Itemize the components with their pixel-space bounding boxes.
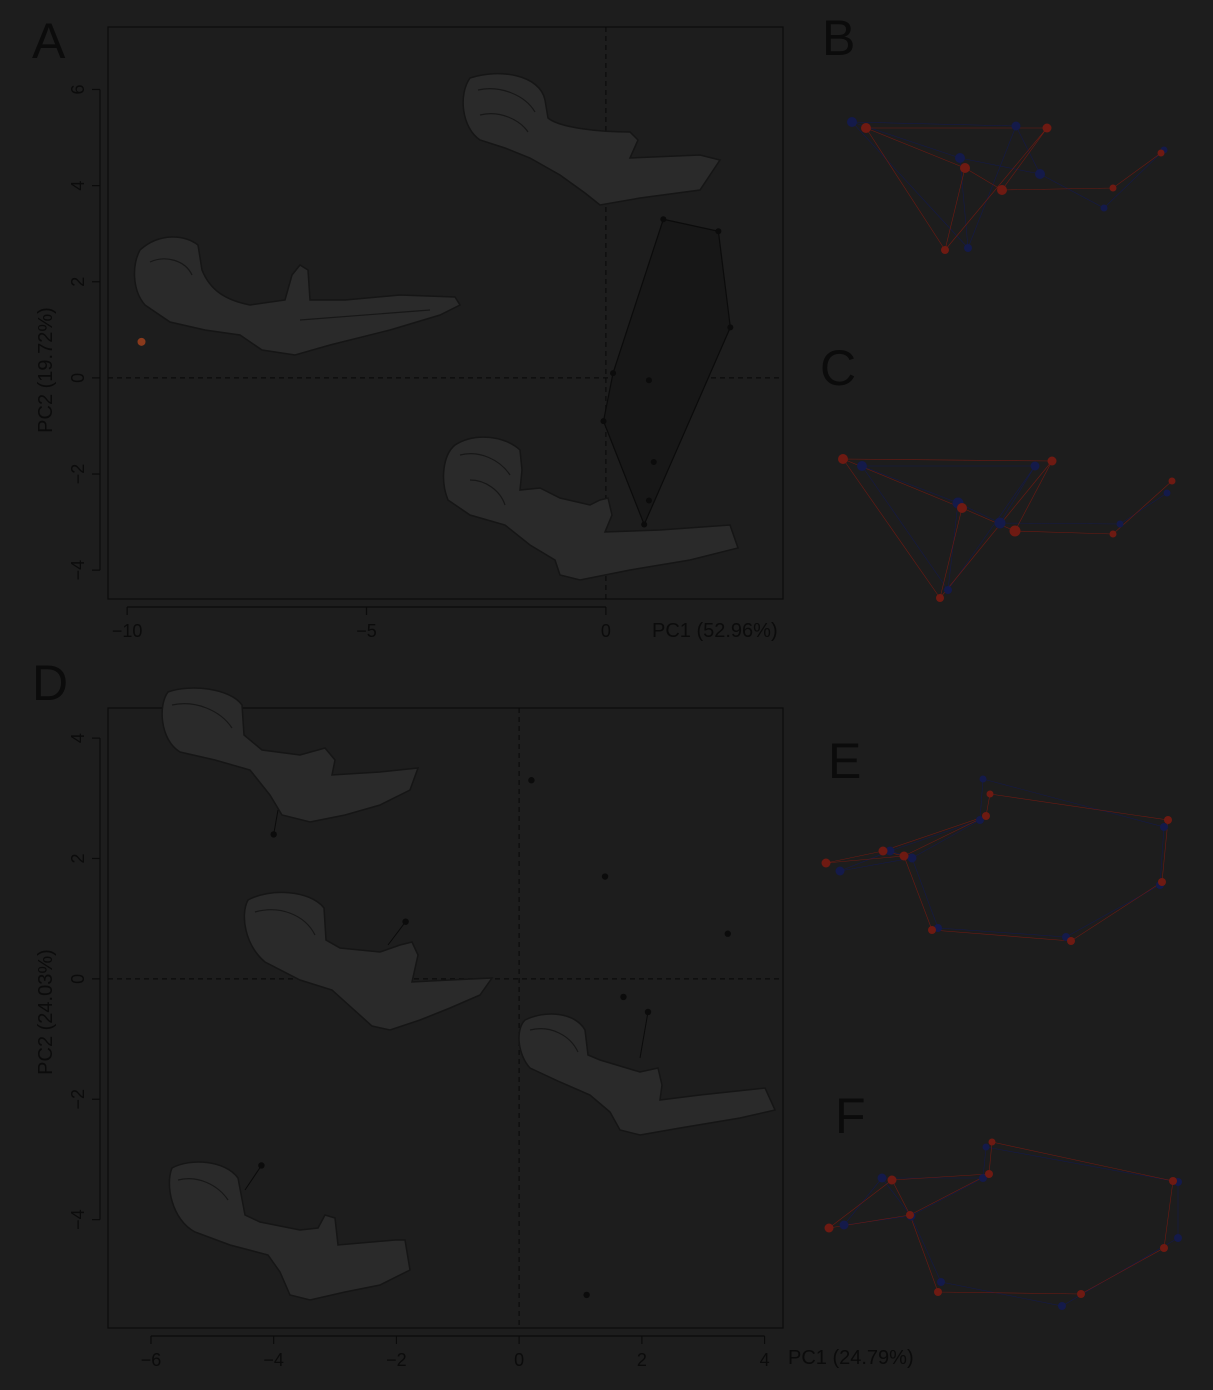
panel-letter-c: C — [820, 340, 856, 396]
y-tick-label: 6 — [68, 84, 88, 94]
y-tick-label: 4 — [68, 733, 88, 743]
landmark-wireframe-c — [838, 454, 1176, 602]
x-tick-label: −6 — [141, 1350, 162, 1370]
leader-line — [244, 1165, 262, 1191]
y-tick-label: 2 — [68, 853, 88, 863]
leader-line — [639, 1011, 649, 1059]
mandible-shape-d1 — [161, 687, 420, 823]
panel-e: E — [821, 733, 1172, 945]
panel-letter-d: D — [32, 655, 68, 711]
data-point — [270, 831, 277, 838]
panel-letter-b: B — [822, 10, 855, 66]
panel-c: C — [820, 340, 1176, 602]
panel-letter-f: F — [835, 1088, 866, 1144]
x-tick-label: −10 — [112, 621, 143, 641]
y-tick-label: 2 — [68, 277, 88, 287]
x-tick-label: 0 — [601, 621, 611, 641]
x-axis-label-a: PC1 (52.96%) — [652, 620, 778, 642]
data-point — [258, 1162, 265, 1169]
x-tick-label: −5 — [356, 621, 377, 641]
data-point — [727, 324, 734, 331]
x-axis-ticks-d: −6 −4 −2 0 2 4 — [141, 1335, 770, 1370]
data-point — [645, 377, 652, 384]
x-tick-label: 4 — [760, 1350, 770, 1370]
scatter-points-d — [258, 777, 731, 1299]
panel-letter-a: A — [32, 13, 66, 69]
mandible-shape-bottom — [442, 436, 739, 581]
landmark-wireframe-f — [824, 1138, 1182, 1310]
panel-letter-e: E — [828, 733, 861, 789]
panel-a: A −10 −5 0 6 4 2 0 −2 −4 PC1 (52.96%) PC2 (19.7… — [32, 13, 784, 642]
landmark-wireframe-b — [847, 117, 1168, 254]
y-tick-label: 0 — [68, 373, 88, 383]
plot-frame-d — [107, 707, 784, 1329]
mandible-shape-d2 — [243, 891, 494, 1031]
y-tick-label: −2 — [68, 464, 88, 485]
data-point — [724, 930, 731, 937]
plot-frame-a — [107, 26, 784, 600]
data-point — [610, 370, 617, 377]
data-point — [528, 777, 535, 784]
y-axis-ticks-d: 4 2 0 −2 −4 — [68, 733, 101, 1230]
y-tick-label: 4 — [68, 181, 88, 191]
x-tick-label: 2 — [637, 1350, 647, 1370]
data-point — [715, 228, 722, 235]
x-axis-label-d: PC1 (24.79%) — [788, 1347, 914, 1369]
landmark-wireframe-e — [821, 775, 1172, 945]
data-point — [644, 1008, 652, 1016]
x-tick-label: 0 — [514, 1350, 524, 1370]
panel-f: F — [824, 1088, 1182, 1310]
convex-hull — [602, 218, 731, 527]
mandible-shape-top — [462, 72, 722, 206]
data-point — [600, 418, 607, 425]
y-tick-label: −2 — [68, 1089, 88, 1110]
mandible-shape-d4 — [168, 1161, 411, 1301]
scatter-points-a — [137, 216, 734, 528]
data-point — [601, 873, 609, 880]
x-tick-label: −2 — [386, 1350, 407, 1370]
data-point — [660, 216, 667, 223]
mandible-shape-d3 — [518, 1013, 777, 1136]
y-axis-label-a: PC2 (19.72%) — [35, 307, 57, 433]
leader-line — [387, 921, 407, 946]
data-point — [402, 918, 409, 925]
data-point — [650, 459, 657, 466]
data-point — [645, 497, 652, 504]
y-tick-label: 0 — [68, 974, 88, 984]
data-point — [641, 521, 648, 528]
outlier-point — [137, 337, 146, 346]
y-tick-label: −4 — [68, 1209, 88, 1230]
x-tick-label: −4 — [263, 1350, 284, 1370]
data-point — [583, 1291, 590, 1299]
data-point — [620, 993, 627, 1001]
y-axis-label-d: PC2 (24.03%) — [35, 949, 57, 1075]
y-tick-label: −4 — [68, 560, 88, 581]
panel-d: D −6 −4 −2 0 2 4 4 2 0 −2 −4 PC1 (24.79%) PC2 (24… — [32, 655, 914, 1370]
leader-line — [273, 809, 279, 835]
leader-lines-d — [244, 809, 649, 1191]
x-axis-ticks-a: −10 −5 0 — [112, 606, 611, 641]
y-axis-ticks-a: 6 4 2 0 −2 −4 — [68, 84, 101, 581]
mandible-shape-left — [133, 236, 462, 356]
panel-b: B — [822, 10, 1168, 254]
